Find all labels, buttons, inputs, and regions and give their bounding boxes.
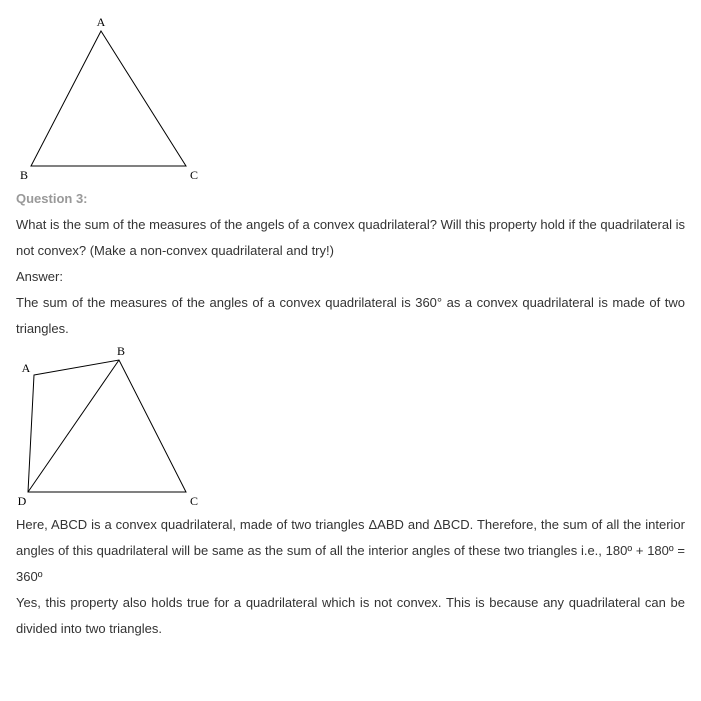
vertex-label-a: A (97, 16, 106, 29)
answer-paragraph-3: Yes, this property also holds true for a… (16, 590, 685, 642)
vertex-label-d2: D (18, 494, 27, 508)
vertex-label-b2: B (117, 344, 125, 358)
question-text: What is the sum of the measures of the a… (16, 212, 685, 264)
answer-label: Answer: (16, 264, 685, 290)
vertex-label-b: B (20, 168, 28, 182)
answer-paragraph-1: The sum of the measures of the angles of… (16, 290, 685, 342)
vertex-label-a2: A (22, 361, 31, 375)
vertex-label-c: C (190, 168, 198, 182)
question-label: Question 3: (16, 186, 685, 212)
triangle-figure-abc: A B C (16, 16, 216, 186)
quadrilateral-figure-abcd: A B C D (16, 342, 216, 512)
answer-paragraph-2: Here, ABCD is a convex quadrilateral, ma… (16, 512, 685, 590)
vertex-label-c2: C (190, 494, 198, 508)
